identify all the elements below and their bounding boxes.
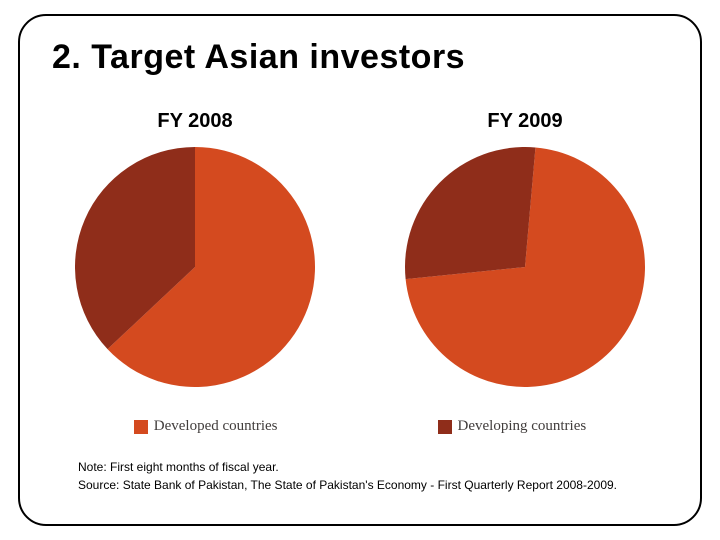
legend-item-developing: Developing countries: [438, 418, 587, 435]
legend-item-developed: Developed countries: [134, 418, 278, 435]
footnote-note: Note: First eight months of fiscal year.: [78, 460, 279, 474]
page-title: 2. Target Asian investors: [52, 38, 465, 77]
legend: Developed countries Developing countries: [0, 418, 720, 435]
chart-label: FY 2009: [487, 110, 562, 133]
legend-label: Developed countries: [154, 418, 278, 435]
pie-chart: [405, 147, 645, 387]
chart-label: FY 2008: [157, 110, 232, 133]
legend-swatch-icon: [134, 420, 148, 434]
charts-row: FY 2008 FY 2009: [0, 110, 720, 387]
legend-swatch-icon: [438, 420, 452, 434]
chart-fy2009: FY 2009: [385, 110, 665, 387]
pie-chart: [75, 147, 315, 387]
pie-slice: [405, 147, 535, 279]
footnote-source: Source: State Bank of Pakistan, The Stat…: [78, 478, 617, 492]
legend-label: Developing countries: [458, 418, 587, 435]
chart-fy2008: FY 2008: [55, 110, 335, 387]
